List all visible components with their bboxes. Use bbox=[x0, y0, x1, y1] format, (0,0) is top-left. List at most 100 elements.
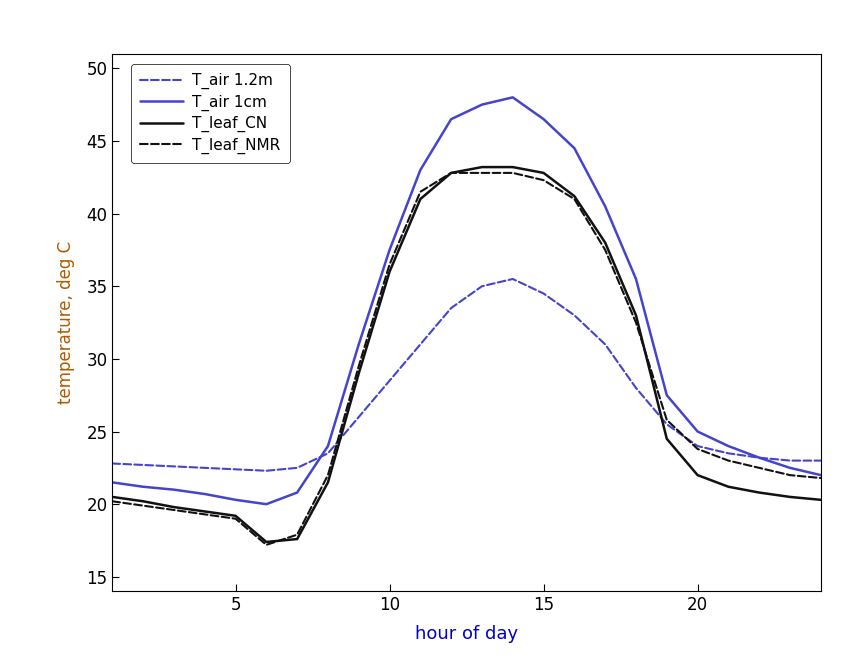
T_leaf_CN bbox=[416, 195, 426, 203]
T_air 1cm bbox=[785, 464, 795, 472]
T_leaf_NMR bbox=[538, 176, 549, 184]
Legend: T_air 1.2m, T_air 1cm, T_leaf_CN, T_leaf_NMR: T_air 1.2m, T_air 1cm, T_leaf_CN, T_leaf… bbox=[131, 64, 289, 163]
T_leaf_NMR bbox=[477, 169, 487, 177]
T_leaf_CN bbox=[785, 493, 795, 501]
T_leaf_NMR bbox=[138, 501, 149, 509]
Y-axis label: temperature, deg C: temperature, deg C bbox=[57, 241, 75, 404]
T_air 1.2m bbox=[168, 462, 179, 470]
T_leaf_CN bbox=[569, 192, 580, 200]
T_air 1.2m bbox=[107, 460, 118, 468]
T_leaf_CN bbox=[231, 512, 241, 520]
T_leaf_NMR bbox=[384, 261, 395, 269]
T_air 1.2m bbox=[569, 311, 580, 319]
T_air 1.2m bbox=[785, 456, 795, 464]
T_leaf_NMR bbox=[662, 416, 672, 424]
T_air 1cm bbox=[507, 93, 518, 101]
T_air 1.2m bbox=[692, 442, 702, 450]
T_leaf_NMR bbox=[231, 515, 241, 523]
T_leaf_CN bbox=[816, 496, 826, 504]
Line: T_air 1.2m: T_air 1.2m bbox=[112, 279, 821, 471]
T_air 1cm bbox=[723, 442, 734, 450]
T_leaf_CN bbox=[353, 370, 364, 378]
Line: T_air 1cm: T_air 1cm bbox=[112, 97, 821, 504]
T_air 1.2m bbox=[631, 384, 641, 392]
T_leaf_NMR bbox=[600, 246, 610, 254]
T_air 1.2m bbox=[446, 304, 456, 312]
T_air 1.2m bbox=[416, 340, 426, 348]
T_leaf_CN bbox=[692, 471, 702, 479]
T_air 1cm bbox=[816, 471, 826, 479]
T_leaf_CN bbox=[477, 163, 487, 171]
T_leaf_NMR bbox=[107, 497, 118, 505]
T_leaf_NMR bbox=[446, 169, 456, 177]
T_air 1.2m bbox=[353, 413, 364, 421]
T_leaf_CN bbox=[168, 503, 179, 511]
T_leaf_CN bbox=[662, 435, 672, 443]
T_leaf_NMR bbox=[723, 456, 734, 464]
T_air 1cm bbox=[138, 482, 149, 491]
T_leaf_CN bbox=[723, 482, 734, 491]
T_leaf_NMR bbox=[200, 510, 210, 518]
T_leaf_CN bbox=[323, 478, 334, 487]
T_air 1.2m bbox=[816, 456, 826, 464]
T_air 1.2m bbox=[723, 450, 734, 458]
T_leaf_CN bbox=[600, 239, 610, 247]
T_leaf_CN bbox=[292, 535, 302, 543]
T_air 1cm bbox=[231, 496, 241, 504]
T_leaf_NMR bbox=[323, 471, 334, 479]
T_air 1.2m bbox=[292, 464, 302, 472]
T_air 1.2m bbox=[507, 275, 518, 283]
T_leaf_NMR bbox=[692, 445, 702, 453]
X-axis label: hour of day: hour of day bbox=[415, 626, 518, 643]
T_air 1cm bbox=[261, 500, 271, 508]
T_leaf_CN bbox=[754, 489, 765, 497]
Line: T_leaf_NMR: T_leaf_NMR bbox=[112, 173, 821, 545]
T_leaf_NMR bbox=[754, 464, 765, 472]
T_air 1cm bbox=[538, 115, 549, 123]
T_air 1cm bbox=[200, 490, 210, 498]
T_leaf_NMR bbox=[507, 169, 518, 177]
T_leaf_CN bbox=[631, 311, 641, 319]
T_air 1cm bbox=[168, 486, 179, 494]
T_air 1cm bbox=[384, 246, 395, 254]
T_air 1cm bbox=[446, 115, 456, 123]
T_air 1.2m bbox=[138, 461, 149, 469]
T_leaf_CN bbox=[446, 169, 456, 177]
T_air 1.2m bbox=[384, 376, 395, 384]
T_air 1cm bbox=[416, 166, 426, 174]
T_air 1cm bbox=[107, 478, 118, 487]
T_air 1cm bbox=[292, 489, 302, 497]
T_air 1.2m bbox=[538, 290, 549, 298]
T_air 1.2m bbox=[261, 467, 271, 475]
T_air 1.2m bbox=[477, 282, 487, 290]
T_leaf_NMR bbox=[631, 319, 641, 327]
T_air 1cm bbox=[631, 275, 641, 283]
T_leaf_NMR bbox=[816, 474, 826, 482]
T_air 1cm bbox=[477, 101, 487, 109]
T_leaf_NMR bbox=[261, 541, 271, 549]
T_leaf_NMR bbox=[353, 362, 364, 370]
T_air 1cm bbox=[353, 340, 364, 348]
T_leaf_CN bbox=[507, 163, 518, 171]
T_air 1.2m bbox=[200, 464, 210, 472]
T_leaf_CN bbox=[384, 267, 395, 276]
T_air 1cm bbox=[323, 442, 334, 450]
T_leaf_CN bbox=[138, 497, 149, 505]
T_air 1.2m bbox=[754, 454, 765, 462]
T_air 1.2m bbox=[662, 420, 672, 428]
T_air 1cm bbox=[600, 202, 610, 210]
T_air 1.2m bbox=[600, 340, 610, 348]
T_air 1cm bbox=[662, 391, 672, 399]
T_air 1.2m bbox=[231, 465, 241, 473]
T_leaf_NMR bbox=[785, 471, 795, 479]
T_leaf_CN bbox=[200, 507, 210, 515]
Line: T_leaf_CN: T_leaf_CN bbox=[112, 167, 821, 542]
T_leaf_NMR bbox=[168, 506, 179, 514]
T_air 1cm bbox=[692, 427, 702, 435]
T_leaf_CN bbox=[107, 493, 118, 501]
T_air 1cm bbox=[754, 454, 765, 462]
T_leaf_CN bbox=[538, 169, 549, 177]
T_leaf_NMR bbox=[569, 195, 580, 203]
T_air 1cm bbox=[569, 144, 580, 153]
T_leaf_NMR bbox=[292, 531, 302, 539]
